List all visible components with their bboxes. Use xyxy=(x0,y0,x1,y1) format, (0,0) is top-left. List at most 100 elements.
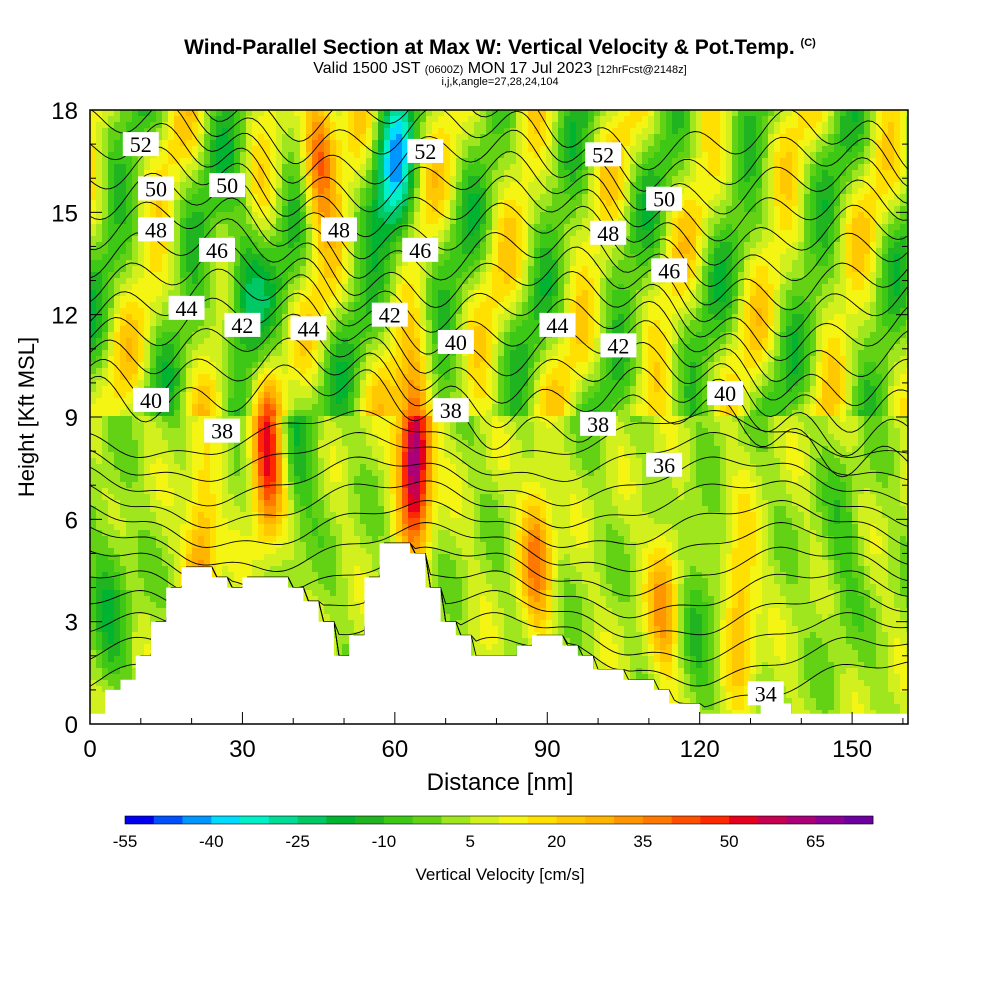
velocity-cell xyxy=(372,356,379,363)
velocity-cell xyxy=(234,224,241,231)
velocity-cell xyxy=(336,620,343,627)
velocity-cell xyxy=(318,344,325,351)
velocity-cell xyxy=(150,260,157,267)
velocity-cell xyxy=(216,224,223,231)
velocity-cell xyxy=(336,530,343,537)
velocity-cell xyxy=(216,308,223,315)
velocity-cell xyxy=(360,242,367,249)
velocity-cell xyxy=(312,476,319,483)
velocity-cell xyxy=(210,332,217,339)
velocity-cell xyxy=(144,200,151,207)
velocity-cell xyxy=(312,170,319,177)
velocity-cell xyxy=(336,308,343,315)
velocity-cell xyxy=(354,338,361,345)
velocity-cell xyxy=(294,206,301,213)
velocity-cell xyxy=(156,500,163,507)
velocity-cell xyxy=(150,266,157,273)
velocity-cell xyxy=(186,464,193,471)
velocity-cell xyxy=(336,152,343,159)
velocity-cell xyxy=(222,470,229,477)
velocity-cell xyxy=(258,350,265,357)
velocity-cell xyxy=(342,170,349,177)
velocity-cell xyxy=(162,362,169,369)
velocity-cell xyxy=(150,338,157,345)
velocity-cell xyxy=(90,320,97,327)
velocity-cell xyxy=(108,200,115,207)
velocity-cell xyxy=(318,590,325,597)
velocity-cell xyxy=(348,620,355,627)
velocity-cell xyxy=(264,440,271,447)
velocity-cell xyxy=(168,254,175,261)
velocity-cell xyxy=(192,158,199,165)
velocity-cell xyxy=(96,158,103,165)
velocity-cell xyxy=(300,110,307,117)
velocity-cell xyxy=(204,128,211,135)
velocity-cell xyxy=(198,194,205,201)
velocity-cell xyxy=(126,500,133,507)
velocity-cell xyxy=(120,542,127,549)
velocity-cell xyxy=(270,146,277,153)
velocity-cell xyxy=(132,362,139,369)
velocity-cell xyxy=(264,128,271,135)
velocity-cell xyxy=(96,302,103,309)
velocity-cell xyxy=(348,302,355,309)
velocity-cell xyxy=(108,584,115,591)
velocity-cell xyxy=(240,470,247,477)
velocity-cell xyxy=(318,518,325,525)
velocity-cell xyxy=(114,620,121,627)
velocity-cell xyxy=(342,302,349,309)
velocity-cell xyxy=(378,278,385,285)
velocity-cell xyxy=(264,122,271,129)
velocity-cell xyxy=(198,320,205,327)
velocity-cell xyxy=(360,236,367,243)
velocity-cell xyxy=(348,128,355,135)
velocity-cell xyxy=(372,488,379,495)
velocity-cell xyxy=(252,170,259,177)
velocity-cell xyxy=(120,506,127,513)
velocity-cell xyxy=(252,164,259,171)
velocity-cell xyxy=(306,548,313,555)
velocity-cell xyxy=(174,200,181,207)
velocity-cell xyxy=(288,182,295,189)
velocity-cell xyxy=(132,674,139,681)
velocity-cell xyxy=(126,206,133,213)
velocity-cell xyxy=(126,248,133,255)
velocity-cell xyxy=(336,128,343,135)
velocity-cell xyxy=(336,560,343,567)
velocity-cell xyxy=(174,404,181,411)
velocity-cell xyxy=(282,146,289,153)
velocity-cell xyxy=(132,278,139,285)
velocity-cell xyxy=(90,236,97,243)
velocity-cell xyxy=(210,530,217,537)
velocity-cell xyxy=(186,524,193,531)
velocity-cell xyxy=(240,362,247,369)
velocity-cell xyxy=(348,182,355,189)
velocity-cell xyxy=(96,524,103,531)
velocity-cell xyxy=(144,284,151,291)
velocity-cell xyxy=(276,362,283,369)
velocity-cell xyxy=(330,434,337,441)
velocity-cell xyxy=(180,542,187,549)
velocity-cell xyxy=(342,644,349,651)
velocity-cell xyxy=(132,554,139,561)
velocity-cell xyxy=(366,374,373,381)
velocity-cell xyxy=(126,164,133,171)
velocity-cell xyxy=(234,200,241,207)
velocity-cell xyxy=(270,344,277,351)
velocity-cell xyxy=(150,548,157,555)
velocity-cell xyxy=(186,218,193,225)
velocity-cell xyxy=(258,440,265,447)
velocity-cell xyxy=(318,482,325,489)
velocity-cell xyxy=(246,272,253,279)
velocity-cell xyxy=(366,488,373,495)
velocity-cell xyxy=(186,284,193,291)
velocity-cell xyxy=(180,524,187,531)
velocity-cell xyxy=(102,248,109,255)
velocity-cell xyxy=(222,362,229,369)
velocity-cell xyxy=(222,122,229,129)
velocity-cell xyxy=(198,446,205,453)
velocity-cell xyxy=(336,284,343,291)
velocity-cell xyxy=(138,572,145,579)
velocity-cell xyxy=(96,272,103,279)
velocity-cell xyxy=(108,398,115,405)
